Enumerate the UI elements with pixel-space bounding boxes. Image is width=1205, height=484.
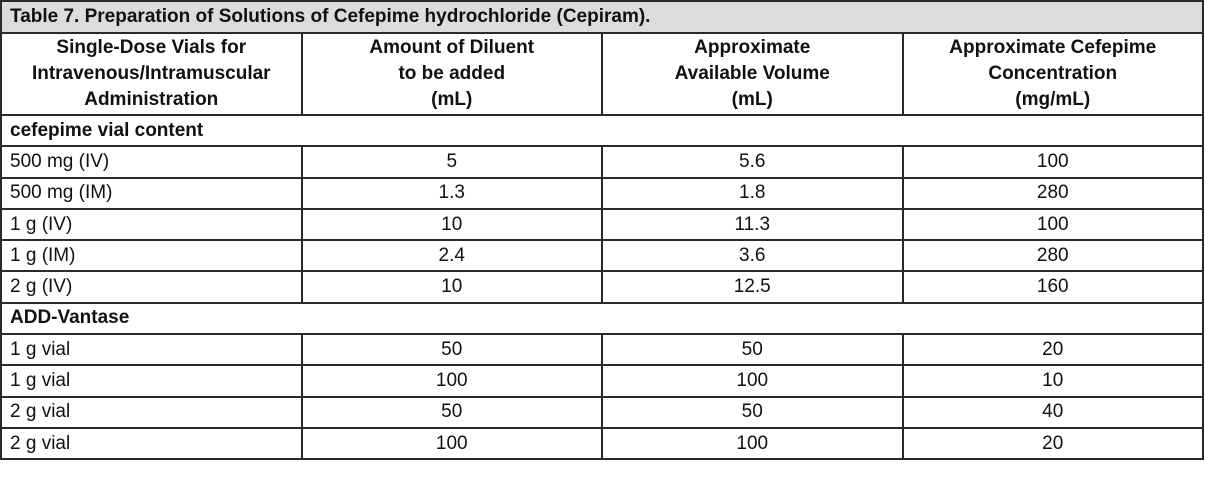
cell-concentration: 10 <box>901 364 1204 398</box>
cell-vial: 500 mg (IM) <box>0 176 303 210</box>
cell-vial: 2 g vial <box>0 426 303 461</box>
table-row: 1 g (IM) 2.4 3.6 280 <box>0 239 1204 273</box>
cell-volume: 5.6 <box>601 145 904 179</box>
cell-diluent: 100 <box>300 364 603 398</box>
table-row: 1 g vial 100 100 10 <box>0 364 1204 398</box>
section-row: cefepime vial content <box>0 113 1204 148</box>
header-line: (mL) <box>431 89 473 110</box>
cell-concentration: 100 <box>901 145 1204 179</box>
table-row: 2 g (IV) 10 12.5 160 <box>0 270 1204 304</box>
table-title-row: Table 7. Preparation of Solutions of Cef… <box>0 0 1204 34</box>
table-title: Table 7. Preparation of Solutions of Cef… <box>0 0 1204 34</box>
header-line: (mL) <box>731 89 773 110</box>
cell-volume: 12.5 <box>601 270 904 304</box>
header-vials: Single-Dose Vials for Intravenous/Intramu… <box>0 32 303 116</box>
cell-concentration: 160 <box>901 270 1204 304</box>
header-line: Concentration <box>988 63 1118 84</box>
cell-concentration: 280 <box>901 176 1204 210</box>
cell-concentration: 20 <box>901 426 1204 461</box>
table-row: 500 mg (IM) 1.3 1.8 280 <box>0 176 1204 210</box>
header-line: Administration <box>84 89 219 110</box>
header-volume: Approximate Available Volume (mL) <box>601 32 904 116</box>
cell-vial: 1 g vial <box>0 364 303 398</box>
table-row: 1 g vial 50 50 20 <box>0 333 1204 367</box>
cell-diluent: 10 <box>300 207 603 242</box>
cell-diluent: 100 <box>300 426 603 461</box>
header-line: (mg/mL) <box>1015 89 1091 110</box>
cell-volume: 11.3 <box>601 207 904 242</box>
cell-diluent: 2.4 <box>300 239 603 273</box>
cell-concentration: 100 <box>901 207 1204 242</box>
cell-vial: 1 g vial <box>0 333 303 367</box>
header-line: Intravenous/Intramuscular <box>31 63 271 84</box>
cell-diluent: 1.3 <box>300 176 603 210</box>
table-row: 1 g (IV) 10 11.3 100 <box>0 207 1204 242</box>
section-row: ADD-Vantase <box>0 301 1204 336</box>
header-line: Single-Dose Vials for <box>56 37 247 58</box>
header-diluent: Amount of Diluent to be added (mL) <box>300 32 603 116</box>
table-row: 2 g vial 100 100 20 <box>0 426 1204 461</box>
header-line: Approximate Cefepime <box>949 37 1157 58</box>
cell-volume: 3.6 <box>601 239 904 273</box>
cell-concentration: 40 <box>901 395 1204 429</box>
cell-volume: 100 <box>601 364 904 398</box>
cell-vial: 2 g (IV) <box>0 270 303 304</box>
header-concentration: Approximate Cefepime Concentration (mg/mL) <box>901 32 1204 116</box>
cell-diluent: 50 <box>300 333 603 367</box>
cell-diluent: 5 <box>300 145 603 179</box>
section-label: ADD-Vantase <box>0 301 1204 336</box>
header-row: Single-Dose Vials for Intravenous/Intramu… <box>0 32 1204 116</box>
cell-concentration: 280 <box>901 239 1204 273</box>
cell-volume: 50 <box>601 395 904 429</box>
header-line: Available Volume <box>674 63 830 84</box>
cell-volume: 1.8 <box>601 176 904 210</box>
header-line: Amount of Diluent <box>369 37 535 58</box>
cell-volume: 50 <box>601 333 904 367</box>
cell-diluent: 50 <box>300 395 603 429</box>
header-line: Approximate <box>694 37 811 58</box>
header-line: to be added <box>398 63 506 84</box>
cell-vial: 2 g vial <box>0 395 303 429</box>
cell-volume: 100 <box>601 426 904 461</box>
table-row: 500 mg (IV) 5 5.6 100 <box>0 145 1204 179</box>
cell-vial: 1 g (IM) <box>0 239 303 273</box>
section-label: cefepime vial content <box>0 113 1204 148</box>
cell-vial: 500 mg (IV) <box>0 145 303 179</box>
cell-vial: 1 g (IV) <box>0 207 303 242</box>
cell-diluent: 10 <box>300 270 603 304</box>
cefepime-preparation-table: Table 7. Preparation of Solutions of Cef… <box>0 0 1204 461</box>
table-row: 2 g vial 50 50 40 <box>0 395 1204 429</box>
cell-concentration: 20 <box>901 333 1204 367</box>
